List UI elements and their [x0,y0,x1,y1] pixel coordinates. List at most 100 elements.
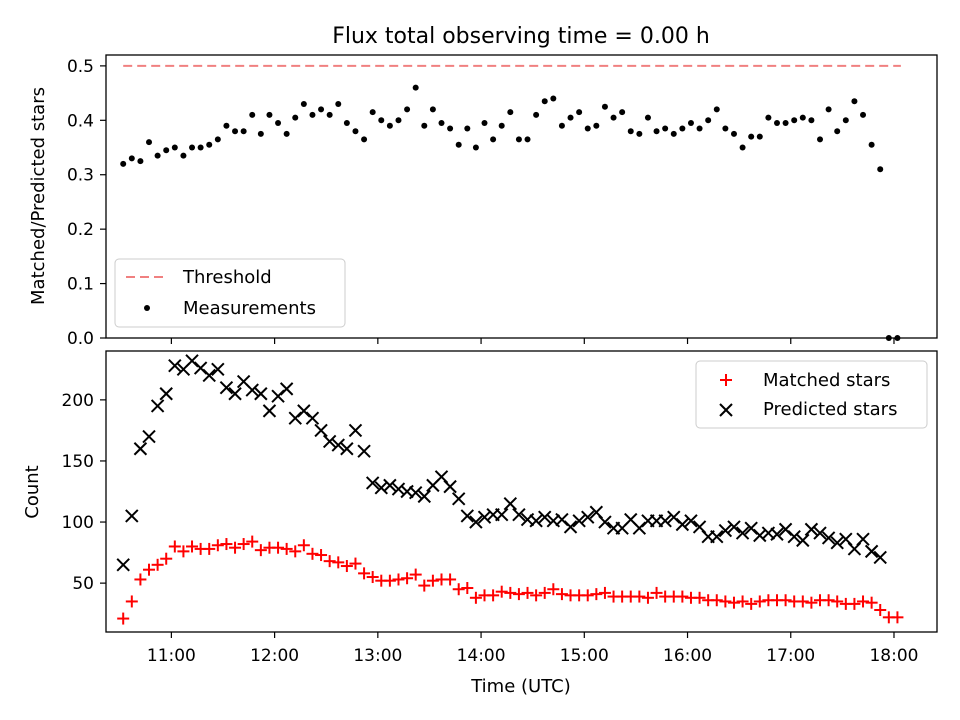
measurement-point [670,130,677,137]
bottom-y-axis-ticks: 50 100 150 200 [62,391,106,594]
matched-star-point [297,539,310,552]
predicted-star-point [357,444,371,458]
matched-star-point [555,588,568,601]
predicted-marker-d2 [314,423,328,438]
matched-star-point [641,591,654,604]
measurement-point [318,106,325,113]
matched-star-point [857,595,870,608]
predicted-marker-d2 [839,532,853,546]
bottom-x-tick-label: 18:00 [869,646,918,666]
measurement-point [817,136,824,143]
predicted-star-point [727,520,741,534]
matched-star-point [633,590,646,603]
measurement-point [610,114,617,121]
top-legend-box [114,258,346,328]
matched-star-point [418,579,431,592]
measurement-point [713,106,720,113]
measurement-point [326,111,333,118]
measurement-point [524,136,531,143]
matched-star-point [719,595,732,608]
matched-star-point [495,585,508,598]
predicted-star-point [125,509,139,523]
predicted-star-point [804,522,819,537]
predicted-star-point [142,429,156,444]
measurement-point [335,100,342,107]
measurement-point [498,122,505,129]
predicted-star-point [460,509,475,523]
predicted-star-point [331,438,345,452]
predicted-marker-d2 [443,479,457,494]
measurement-point [782,120,789,127]
measurement-point [361,136,368,143]
measurement-point [748,133,755,140]
predicted-star-point [512,508,526,522]
predicted-marker-d2 [391,482,406,496]
predicted-star-point [245,383,259,397]
predicted-marker-d2 [383,478,397,493]
bottom-y-tick-label: 150 [62,452,94,472]
predicted-star-point [796,533,810,548]
predicted-star-point [718,523,733,538]
measurement-point [687,120,694,127]
top-plot-area [120,64,901,341]
predicted-marker-d2 [322,434,337,449]
predicted-star-point [821,531,836,545]
measurement-point [662,125,669,132]
matched-star-point [134,573,147,586]
measurement-point [223,122,230,129]
legend-predicted-marker [719,403,733,417]
predicted-marker-d2 [813,526,827,540]
measurement-point [558,122,565,129]
matched-star-point [203,542,216,555]
predicted-marker-d2 [624,512,638,527]
measurement-point [515,136,522,143]
measurement-point [619,109,626,116]
matched-star-point [409,568,422,581]
measurement-point [249,111,256,118]
predicted-star-point [340,442,354,456]
predicted-marker-d2 [856,532,870,546]
predicted-marker-d2 [125,509,139,523]
measurement-point [739,144,746,151]
measurement-point [292,114,299,121]
predicted-marker-d2 [150,399,165,413]
predicted-marker-d2 [581,510,595,524]
predicted-marker-d2 [778,522,793,537]
measurement-point [421,122,428,129]
predicted-marker-d2 [495,508,509,522]
measurement-point [601,103,608,110]
matched-star-point [229,541,242,554]
predicted-marker-d2 [572,514,586,528]
predicted-star-point [322,434,337,449]
measurement-point [369,109,376,116]
predicted-star-point [383,478,397,493]
matched-star-point [805,596,818,609]
predicted-star-point [314,423,328,438]
predicted-star-point [408,486,423,500]
matched-star-point [254,544,267,557]
matched-star-point [865,596,878,609]
predicted-marker-d2 [340,442,354,456]
bottom-y-tick-label: 200 [62,391,94,411]
predicted-star-point [228,387,242,401]
matched-star-point [358,567,371,580]
measurement-point [550,95,557,102]
matched-star-point [693,591,706,604]
matched-star-point [650,586,663,599]
top-axes-frame [105,54,938,339]
matched-star-point [280,542,293,555]
measurement-point [137,158,144,165]
measurement-point [240,128,247,135]
measurement-point [386,122,393,129]
measurement-point [120,160,127,167]
measurement-point [653,128,660,135]
legend-measurements-marker [144,305,150,311]
measurement-point [636,130,643,137]
measurement-point [309,111,316,118]
matched-star-point [177,545,190,558]
predicted-marker-d2 [873,550,887,565]
predicted-marker-d2 [374,481,388,495]
predicted-marker-d2 [460,509,475,523]
predicted-marker-d2 [185,354,199,368]
